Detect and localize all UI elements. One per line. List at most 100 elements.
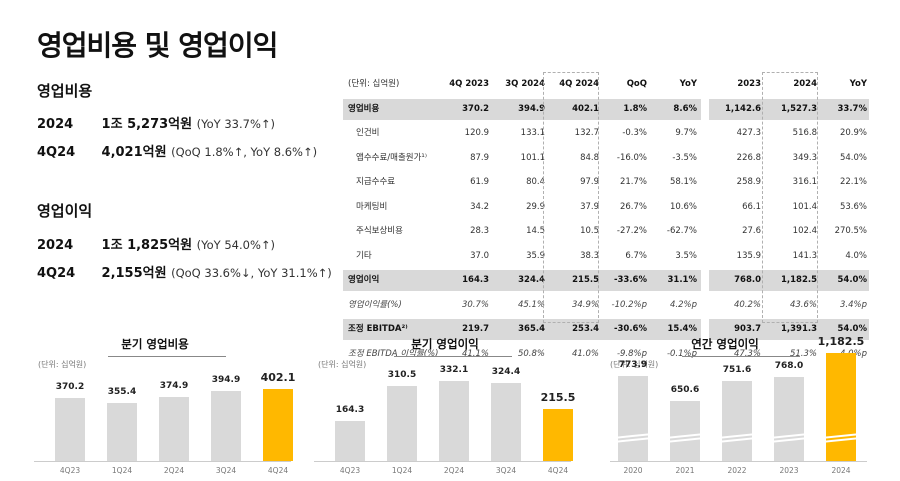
table-cell: 61.9 xyxy=(470,177,489,187)
row-label: 조정 EBITDA 이익률(%) xyxy=(348,348,439,359)
table-header-row: (단위: 십억원) 4Q 2023 3Q 2024 4Q 2024 QoQ Yo… xyxy=(343,72,873,97)
column-header: YoY xyxy=(679,79,697,89)
x-axis-label: 2Q24 xyxy=(163,466,185,475)
table-cell: 29.9 xyxy=(526,201,545,212)
table-cell: 365.4 xyxy=(518,324,545,334)
kpi-note: (YoY 33.7%↑) xyxy=(196,117,275,131)
chart-title-underline xyxy=(108,356,226,357)
chart-bar xyxy=(543,409,573,461)
table-cell: 1.8% xyxy=(623,103,647,114)
row-label: 마케팅비 xyxy=(356,201,388,212)
table-cell: 394.9 xyxy=(518,103,545,114)
table-cell: -27.2% xyxy=(616,226,647,236)
table-cell: 50.8% xyxy=(517,348,545,359)
table-cell: 28.3 xyxy=(470,226,489,236)
chart-unit: (단위: 십억원) xyxy=(38,360,87,369)
table-cell: 80.4 xyxy=(526,177,545,187)
row-highlight-band xyxy=(709,319,869,340)
table-cell: 21.7% xyxy=(619,177,647,187)
row-label: 기타 xyxy=(356,250,372,261)
table-cell: 51.3% xyxy=(789,348,817,359)
table-cell: 35.9 xyxy=(526,250,545,261)
x-axis-label: 1Q24 xyxy=(111,466,133,475)
x-axis-label: 2Q24 xyxy=(443,466,465,475)
table-row: 주식보상비용 28.3 14.5 10.5 -27.2% -62.7% 27.6 102.4 2… xyxy=(343,219,873,244)
column-header: QoQ xyxy=(626,79,647,89)
table-cell: 349.3 xyxy=(792,152,817,163)
chart-title: 분기 영업이익 xyxy=(411,337,479,351)
x-axis-label: 2024 xyxy=(831,466,851,475)
chart-unit: (단위: 십억원) xyxy=(610,360,659,369)
table-cell: 31.1% xyxy=(667,275,698,285)
axis-break-mark xyxy=(773,435,805,441)
x-axis-label: 2022 xyxy=(727,466,747,475)
table-cell: 15.4% xyxy=(667,324,698,334)
table-row: 지급수수료 61.9 80.4 97.9 21.7% 58.1% 258.9 316.1 22.… xyxy=(343,170,873,195)
row-highlight-band xyxy=(709,98,869,120)
kpi-period: 4Q24 xyxy=(37,266,76,281)
bar-value-label: 355.4 xyxy=(107,386,137,397)
table-cell: 516.8 xyxy=(792,128,817,138)
table-cell: -0.3% xyxy=(622,128,647,138)
table-cell: 45.1% xyxy=(517,299,545,310)
table-cell: 219.7 xyxy=(462,324,489,334)
table-cell: 133.1 xyxy=(520,128,545,138)
column-header: 2024 xyxy=(793,79,817,89)
page-title: 영업비용 및 영업이익 xyxy=(37,29,278,62)
x-axis-label: 2020 xyxy=(623,466,643,475)
table-cell: 43.6% xyxy=(789,299,817,310)
table-cell: 1,527.3 xyxy=(780,103,817,114)
bar-value-label: 215.5 xyxy=(540,391,576,405)
axis-break-mark xyxy=(825,435,857,441)
column-header: 3Q 2024 xyxy=(505,79,545,89)
table-cell: 370.2 xyxy=(462,103,489,114)
table-cell: 253.4 xyxy=(572,324,599,334)
op-profit-kpi-2024: 2024 1조 1,825억원 (YoY 54.0%↑) xyxy=(37,234,275,253)
chart-bar xyxy=(55,398,85,461)
chart-bar xyxy=(335,421,365,461)
row-label: 지급수수료 xyxy=(356,177,396,187)
row-label: 앱수수료/매출원가¹⁾ xyxy=(356,152,427,163)
table-cell: 141.3 xyxy=(792,250,817,261)
kpi-value: 1조 5,273억원 xyxy=(101,117,193,132)
column-header: 2023 xyxy=(737,79,761,89)
bar-value-label: 332.1 xyxy=(439,365,469,375)
table-cell: 27.6 xyxy=(742,226,761,236)
table-cell: 34.9% xyxy=(571,299,599,310)
table-cell: 37.9 xyxy=(580,201,599,212)
axis-break-mark xyxy=(617,435,649,441)
row-label: 영업비용 xyxy=(348,103,380,114)
chart-bar xyxy=(439,381,469,461)
chart-bar xyxy=(774,377,804,461)
x-axis-label: 3Q24 xyxy=(495,466,517,475)
table-row: 마케팅비 34.2 29.9 37.9 26.7% 10.6% 66.1 101.4 53.6% xyxy=(343,195,873,220)
table-cell: 6.7% xyxy=(625,250,647,261)
axis-break-mark xyxy=(669,435,701,441)
table-cell: 37.0 xyxy=(470,250,489,261)
bar-value-label: 164.3 xyxy=(335,405,365,416)
table-cell: 1,142.6 xyxy=(724,103,761,114)
table-cell: -33.6% xyxy=(613,275,647,285)
x-axis-label: 2023 xyxy=(779,466,799,475)
row-label: 영업이익 xyxy=(348,275,380,285)
table-cell: 26.7% xyxy=(619,201,647,212)
table-cell: 66.1 xyxy=(742,201,761,212)
table-cell: 22.1% xyxy=(839,177,867,187)
table-cell: 1,391.3 xyxy=(780,324,817,334)
table-cell: 97.9 xyxy=(580,177,599,187)
chart-bar xyxy=(159,397,189,461)
chart-bar xyxy=(669,400,701,461)
table-cell: 101.4 xyxy=(792,201,817,212)
row-label: 조정 EBITDA²⁾ xyxy=(348,324,408,334)
chart-unit: (단위: 십억원) xyxy=(318,360,367,369)
table-cell: 3.4%p xyxy=(840,299,867,310)
table-cell: 215.5 xyxy=(572,275,599,285)
column-header: 4Q 2024 xyxy=(559,79,599,89)
bar-value-label: 773.9 xyxy=(618,360,648,371)
row-label: 주식보상비용 xyxy=(356,226,403,236)
table-cell: 427.3 xyxy=(736,128,761,138)
chart-title: 분기 영업비용 xyxy=(121,337,189,351)
row-highlight-band xyxy=(343,319,701,340)
bar-value-label: 768.0 xyxy=(774,361,804,372)
table-cell: 1,182.5 xyxy=(780,275,817,285)
